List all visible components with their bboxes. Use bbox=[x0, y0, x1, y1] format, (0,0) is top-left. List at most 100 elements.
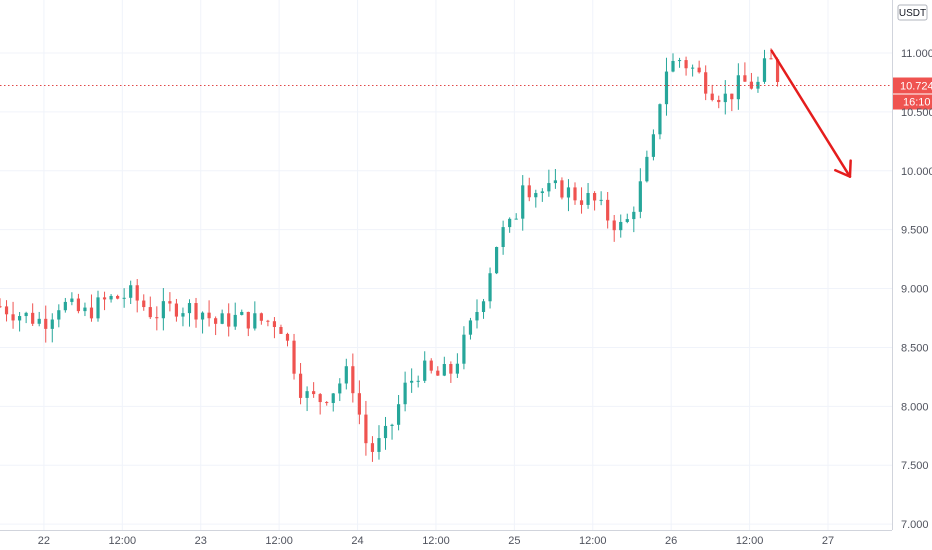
candle-body bbox=[573, 187, 577, 201]
candle-body bbox=[220, 313, 224, 324]
candle-body bbox=[181, 313, 185, 317]
candle-body bbox=[468, 320, 473, 335]
candle-body bbox=[586, 193, 590, 205]
candle-body bbox=[475, 312, 479, 321]
candle-body bbox=[769, 58, 773, 60]
candle-body bbox=[96, 297, 100, 319]
candle-body bbox=[272, 321, 277, 328]
candle-body bbox=[83, 307, 87, 312]
candle-body bbox=[501, 227, 505, 247]
candle-body bbox=[298, 373, 303, 398]
candle-body bbox=[442, 364, 446, 376]
candle-body bbox=[593, 193, 597, 201]
arrow-head[interactable] bbox=[834, 159, 852, 178]
candle-body bbox=[736, 75, 740, 100]
candle-body bbox=[723, 93, 727, 103]
candle-body bbox=[730, 93, 734, 100]
candle-body bbox=[37, 318, 41, 324]
candle-body bbox=[370, 443, 375, 452]
candle-body bbox=[710, 93, 714, 100]
candle-body bbox=[449, 364, 453, 374]
chart-grid bbox=[0, 0, 892, 530]
candle-body bbox=[148, 307, 152, 318]
y-tick-label: 10.500 bbox=[901, 107, 932, 119]
candle-body bbox=[619, 221, 623, 231]
candle-body bbox=[436, 370, 440, 376]
candle-body bbox=[717, 99, 721, 103]
candlestick-series bbox=[0, 48, 780, 462]
candle-body bbox=[553, 180, 557, 184]
candle-body bbox=[743, 75, 747, 82]
candle-body bbox=[129, 285, 133, 298]
candle-body bbox=[632, 211, 636, 220]
candle-body bbox=[462, 334, 466, 364]
x-tick-label: 23 bbox=[195, 535, 207, 547]
x-tick-label: 12:00 bbox=[109, 535, 137, 547]
candle-body bbox=[50, 319, 54, 329]
x-tick-label: 27 bbox=[822, 535, 834, 547]
currency-unit-box[interactable] bbox=[897, 4, 928, 21]
candle-body bbox=[200, 312, 205, 320]
candle-body bbox=[547, 183, 551, 192]
candle-body bbox=[70, 298, 74, 302]
candle-body bbox=[292, 340, 296, 374]
countdown-badge bbox=[893, 94, 932, 110]
candle-body bbox=[488, 273, 492, 302]
x-tick-label: 12:00 bbox=[736, 535, 764, 547]
candle-body bbox=[508, 218, 512, 228]
candle-body bbox=[749, 81, 754, 89]
candle-body bbox=[285, 333, 290, 341]
candle-body bbox=[416, 380, 420, 382]
x-tick-label: 12:00 bbox=[579, 535, 607, 547]
candle-body bbox=[266, 320, 270, 322]
y-tick-label: 9.000 bbox=[901, 284, 929, 296]
candle-body bbox=[684, 60, 688, 69]
candle-body bbox=[612, 220, 616, 231]
candle-body bbox=[697, 67, 701, 73]
x-tick-label: 26 bbox=[665, 535, 677, 547]
candle-body bbox=[168, 301, 172, 304]
candle-body bbox=[142, 300, 146, 308]
candle-body bbox=[658, 104, 662, 135]
candle-body bbox=[312, 391, 316, 395]
candle-body bbox=[233, 314, 237, 327]
candle-body bbox=[116, 295, 120, 299]
candle-body bbox=[455, 363, 459, 374]
arrow-shaft[interactable] bbox=[770, 49, 852, 178]
candle-body bbox=[704, 72, 708, 94]
candle-body bbox=[122, 297, 126, 299]
candle-body bbox=[364, 414, 368, 444]
candle-body bbox=[756, 81, 760, 89]
candle-body bbox=[253, 313, 257, 329]
candle-body bbox=[651, 134, 656, 157]
candle-body bbox=[638, 181, 642, 212]
candle-body bbox=[11, 314, 15, 321]
candle-body bbox=[246, 311, 250, 329]
candle-body bbox=[109, 295, 113, 300]
candle-body bbox=[390, 424, 394, 426]
candle-body bbox=[664, 71, 669, 105]
candle-body bbox=[44, 318, 48, 329]
last-price-badge bbox=[893, 77, 932, 94]
candle-body bbox=[521, 185, 525, 219]
y-tick-label: 9.500 bbox=[901, 225, 929, 237]
candle-body bbox=[240, 311, 244, 315]
candle-body bbox=[214, 318, 218, 324]
candle-body bbox=[677, 60, 682, 62]
y-tick-label: 8.500 bbox=[901, 342, 929, 354]
candle-body bbox=[63, 301, 67, 311]
candle-body bbox=[566, 187, 571, 198]
candle-body bbox=[89, 307, 94, 319]
x-tick-label: 12:00 bbox=[265, 535, 293, 547]
down-arrow-annotation bbox=[770, 49, 852, 178]
candle-body bbox=[396, 404, 401, 425]
candle-body bbox=[338, 383, 342, 394]
candle-body bbox=[344, 366, 348, 384]
candle-body bbox=[540, 191, 544, 194]
candle-body bbox=[377, 438, 381, 452]
candle-body bbox=[161, 301, 165, 319]
candle-body bbox=[599, 199, 603, 201]
candle-body bbox=[155, 317, 159, 319]
